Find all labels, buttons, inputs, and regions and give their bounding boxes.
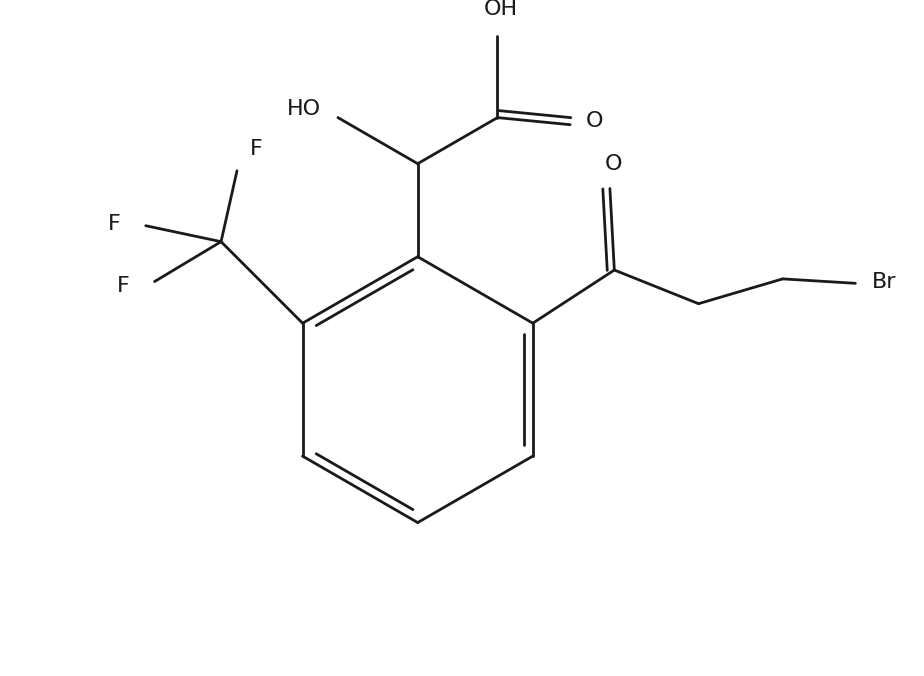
- Text: OH: OH: [484, 0, 518, 20]
- Text: O: O: [604, 153, 622, 174]
- Text: Br: Br: [871, 272, 896, 291]
- Text: O: O: [586, 111, 603, 131]
- Text: F: F: [108, 214, 121, 234]
- Text: HO: HO: [287, 99, 322, 119]
- Text: F: F: [117, 276, 129, 296]
- Text: F: F: [250, 139, 262, 159]
